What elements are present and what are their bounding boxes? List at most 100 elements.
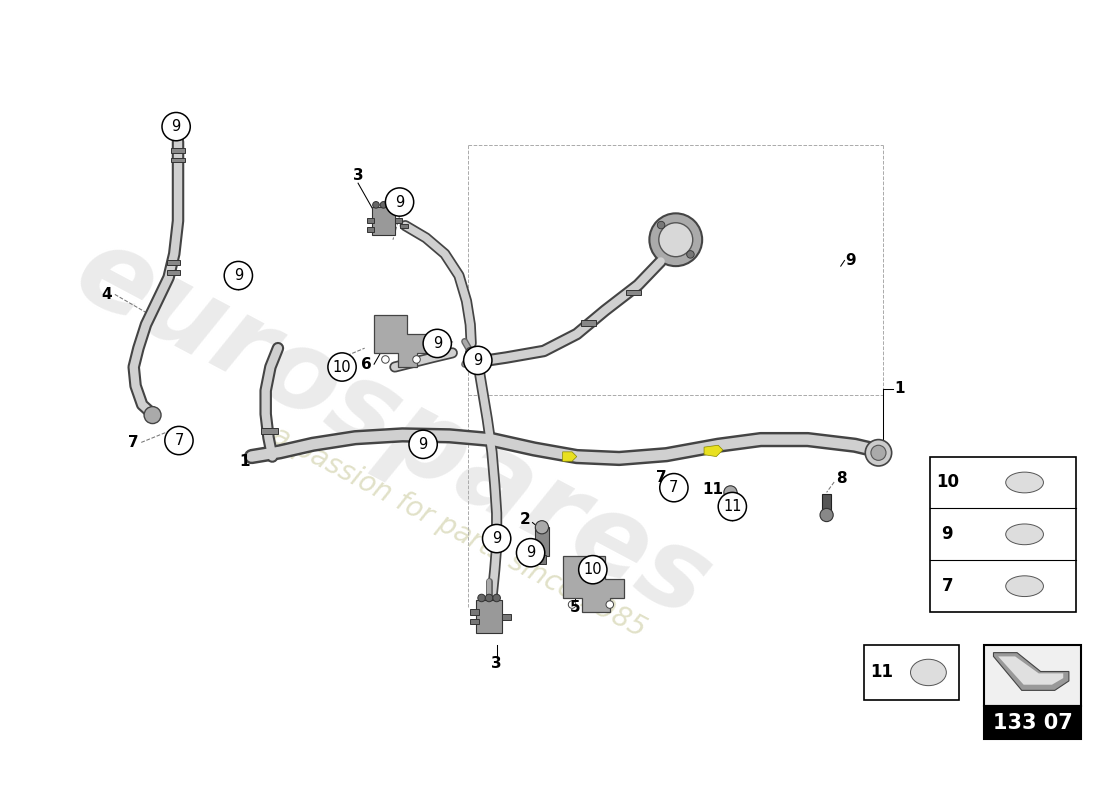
Bar xyxy=(167,270,180,274)
Text: 8: 8 xyxy=(836,470,847,486)
Circle shape xyxy=(536,521,549,534)
Text: 9: 9 xyxy=(846,253,856,268)
Circle shape xyxy=(579,555,607,584)
Circle shape xyxy=(464,346,492,374)
Text: 9: 9 xyxy=(526,546,536,560)
Text: 4: 4 xyxy=(101,287,112,302)
Bar xyxy=(366,218,374,222)
Circle shape xyxy=(483,525,510,553)
Text: 9: 9 xyxy=(233,268,243,283)
Text: 7: 7 xyxy=(656,470,667,485)
Bar xyxy=(400,224,408,229)
Bar xyxy=(538,554,546,564)
Text: 10: 10 xyxy=(583,562,602,577)
Circle shape xyxy=(718,492,747,521)
Circle shape xyxy=(493,594,500,602)
Bar xyxy=(984,645,1081,706)
Text: 1: 1 xyxy=(894,381,905,396)
Polygon shape xyxy=(993,653,1069,690)
Circle shape xyxy=(373,202,380,208)
Text: 9: 9 xyxy=(492,531,502,546)
Circle shape xyxy=(517,538,544,567)
Text: 1: 1 xyxy=(239,454,250,469)
Bar xyxy=(822,494,832,513)
Text: eurospares: eurospares xyxy=(57,216,728,641)
Circle shape xyxy=(658,222,664,229)
Polygon shape xyxy=(704,446,723,457)
Circle shape xyxy=(328,353,356,381)
Circle shape xyxy=(465,347,477,358)
Circle shape xyxy=(660,474,688,502)
Text: 7: 7 xyxy=(174,433,184,448)
Bar xyxy=(471,610,478,615)
Bar xyxy=(724,492,737,515)
Circle shape xyxy=(224,262,253,290)
Bar xyxy=(172,158,185,162)
Circle shape xyxy=(866,439,892,466)
Text: 9: 9 xyxy=(418,437,428,452)
Bar xyxy=(261,428,278,434)
Circle shape xyxy=(569,601,575,608)
Bar xyxy=(476,600,503,633)
Bar xyxy=(581,320,595,326)
Circle shape xyxy=(659,222,693,257)
Bar xyxy=(931,457,1077,612)
Circle shape xyxy=(385,188,414,216)
Text: 11: 11 xyxy=(702,482,723,497)
Polygon shape xyxy=(562,555,624,612)
Text: 6: 6 xyxy=(362,357,372,372)
Text: 5: 5 xyxy=(570,600,580,615)
Bar xyxy=(372,206,395,235)
Circle shape xyxy=(820,509,833,522)
Circle shape xyxy=(162,113,190,141)
Text: 7: 7 xyxy=(128,435,139,450)
Bar xyxy=(167,261,180,265)
Bar xyxy=(395,218,403,222)
Text: 133 07: 133 07 xyxy=(992,714,1072,734)
Text: 2: 2 xyxy=(520,512,530,527)
Circle shape xyxy=(424,330,451,358)
Circle shape xyxy=(649,214,702,266)
Circle shape xyxy=(724,486,737,499)
Text: 7: 7 xyxy=(669,480,679,495)
Bar xyxy=(172,148,185,153)
Text: 9: 9 xyxy=(172,119,180,134)
Polygon shape xyxy=(998,657,1064,685)
Text: 11: 11 xyxy=(870,663,893,682)
Circle shape xyxy=(144,406,161,423)
Text: 10: 10 xyxy=(332,359,351,374)
Bar xyxy=(536,527,549,555)
Text: 11: 11 xyxy=(723,499,741,514)
Circle shape xyxy=(381,202,387,208)
Bar xyxy=(984,706,1081,739)
Ellipse shape xyxy=(1005,524,1044,545)
Circle shape xyxy=(388,202,395,208)
Text: a passion for parts since 1985: a passion for parts since 1985 xyxy=(267,421,651,643)
Circle shape xyxy=(382,356,389,363)
Bar xyxy=(503,614,510,620)
Text: 9: 9 xyxy=(942,526,953,543)
Bar xyxy=(471,618,478,624)
Text: 9: 9 xyxy=(395,194,404,210)
Circle shape xyxy=(871,446,886,460)
Text: 7: 7 xyxy=(942,577,953,595)
Circle shape xyxy=(477,594,485,602)
Text: 3: 3 xyxy=(492,657,502,671)
Circle shape xyxy=(485,594,493,602)
Text: 9: 9 xyxy=(432,336,442,351)
Circle shape xyxy=(606,601,614,608)
Ellipse shape xyxy=(1005,472,1044,493)
Text: 10: 10 xyxy=(936,474,959,491)
Polygon shape xyxy=(562,452,576,462)
Bar xyxy=(865,645,958,700)
Circle shape xyxy=(412,356,420,363)
Ellipse shape xyxy=(911,659,946,686)
Ellipse shape xyxy=(1005,576,1044,597)
Text: 9: 9 xyxy=(473,353,483,368)
Bar xyxy=(626,290,641,295)
Bar xyxy=(366,227,374,232)
Circle shape xyxy=(165,426,194,454)
Circle shape xyxy=(686,250,694,258)
Text: 3: 3 xyxy=(353,168,363,183)
Polygon shape xyxy=(374,315,426,367)
